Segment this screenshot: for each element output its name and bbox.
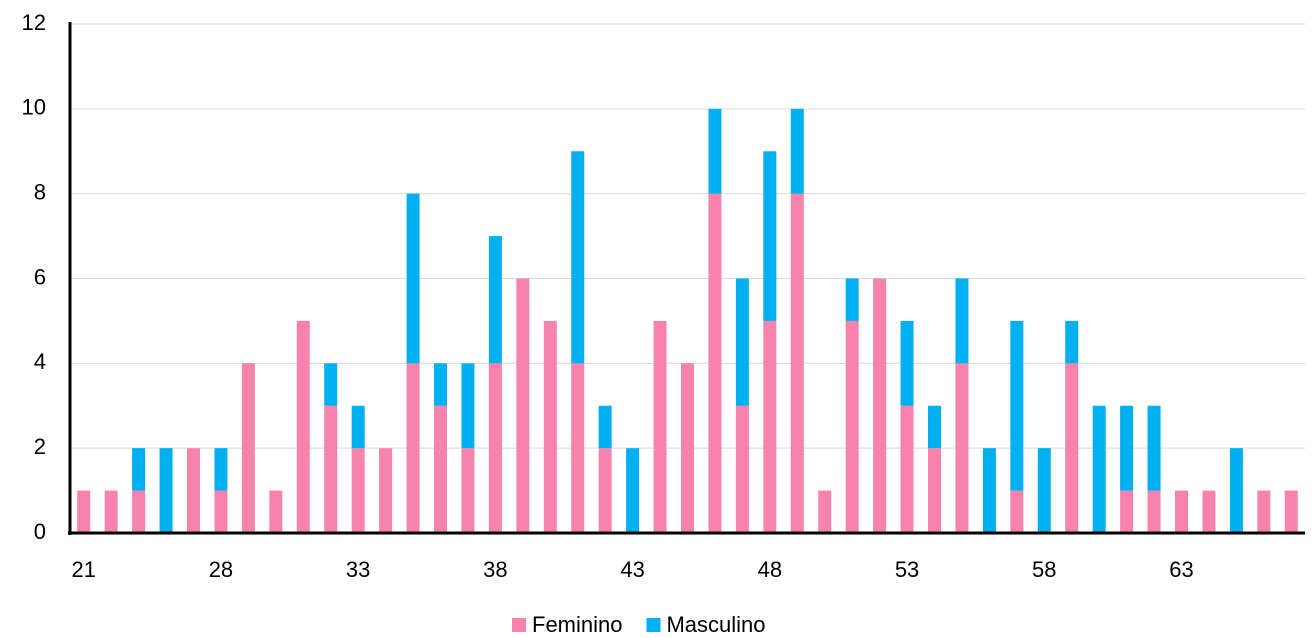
bar-segment <box>461 363 475 449</box>
x-tick-label: 53 <box>895 557 919 582</box>
bar-segment <box>461 448 475 533</box>
bar-segment <box>1175 490 1188 533</box>
bar-segment <box>955 363 969 533</box>
bar-segment <box>900 320 914 406</box>
bar-segment <box>214 490 228 533</box>
bar-segment <box>434 405 447 533</box>
bar-segment <box>132 490 146 533</box>
bar-segment <box>928 448 941 533</box>
bar-segment <box>1120 405 1134 491</box>
bar-segment <box>1092 405 1106 533</box>
bar-segment <box>735 405 749 533</box>
bar-segment <box>214 448 228 491</box>
bar-segment <box>818 490 832 533</box>
bar-segment <box>763 320 777 533</box>
bar-segment <box>406 193 420 364</box>
bar-segment <box>1037 448 1051 533</box>
bar-segment <box>955 278 969 364</box>
bar-segment <box>351 448 365 533</box>
bar-segment <box>1010 320 1024 491</box>
bar-segment <box>845 320 859 533</box>
bar-segment <box>708 193 722 533</box>
y-tick-label: 6 <box>34 264 46 289</box>
x-tick-label: 63 <box>1169 557 1193 582</box>
bar-segment <box>845 278 859 321</box>
x-tick-label: 33 <box>346 557 370 582</box>
bar-segment <box>982 448 996 533</box>
x-tick-label: 28 <box>209 557 233 582</box>
bar-segment <box>873 278 887 533</box>
y-tick-label: 2 <box>34 434 46 459</box>
bar-segment <box>324 363 338 406</box>
bar-segment <box>571 151 585 364</box>
bar-segment <box>132 448 146 491</box>
y-tick-label: 10 <box>22 95 46 120</box>
legend-label: Masculino <box>666 612 765 637</box>
bar-segment <box>1202 490 1216 533</box>
bar-segment <box>488 363 502 533</box>
bar-segment <box>351 405 365 449</box>
bar-segment <box>1257 490 1271 533</box>
bar-segment <box>681 363 694 533</box>
bar-segment <box>324 405 338 533</box>
x-tick-label: 43 <box>620 557 644 582</box>
y-tick-label: 4 <box>34 349 46 374</box>
x-tick-label: 38 <box>483 557 507 582</box>
bar-segment <box>104 490 118 533</box>
bar-segment <box>159 448 173 533</box>
bar-segment <box>1284 490 1298 533</box>
bar-segment <box>1147 405 1161 491</box>
x-tick-label: 48 <box>758 557 782 582</box>
bar-segment <box>543 320 557 533</box>
bar-segment <box>790 108 804 194</box>
bar-segment <box>928 405 941 449</box>
bar-segment <box>653 320 667 533</box>
bar-segment <box>296 320 310 533</box>
bar-segment <box>241 363 255 533</box>
bar-segment <box>598 405 612 449</box>
bar-segment <box>379 448 393 533</box>
bar-segment <box>1010 490 1024 533</box>
legend-swatch <box>646 618 661 632</box>
bar-segment <box>626 448 640 533</box>
bar-segment <box>790 193 804 533</box>
bar-segment <box>900 405 914 533</box>
bar-segment <box>735 278 749 406</box>
bar-segment <box>598 448 612 533</box>
x-tick-label: 58 <box>1032 557 1056 582</box>
bar-segment <box>77 490 91 533</box>
bar-segment <box>516 278 530 533</box>
bar-segment <box>187 448 200 533</box>
y-tick-label: 8 <box>34 179 46 204</box>
bar-segment <box>434 363 447 406</box>
y-tick-label: 12 <box>22 10 46 35</box>
bar-segment <box>1120 490 1134 533</box>
legend-swatch <box>512 618 526 632</box>
legend-label: Feminino <box>532 612 622 637</box>
x-tick-label: 21 <box>71 557 95 582</box>
bar-segment <box>708 108 722 194</box>
bar-segment <box>1065 363 1079 533</box>
bar-segment <box>1229 448 1243 533</box>
bar-segment <box>1147 490 1161 533</box>
y-tick-label: 0 <box>34 519 46 544</box>
bar-segment <box>269 490 283 533</box>
bar-segment <box>406 363 420 533</box>
bar-segment <box>1065 320 1079 364</box>
bar-segment <box>571 363 585 533</box>
bar-segment <box>488 236 502 364</box>
bar-segment <box>763 151 777 321</box>
